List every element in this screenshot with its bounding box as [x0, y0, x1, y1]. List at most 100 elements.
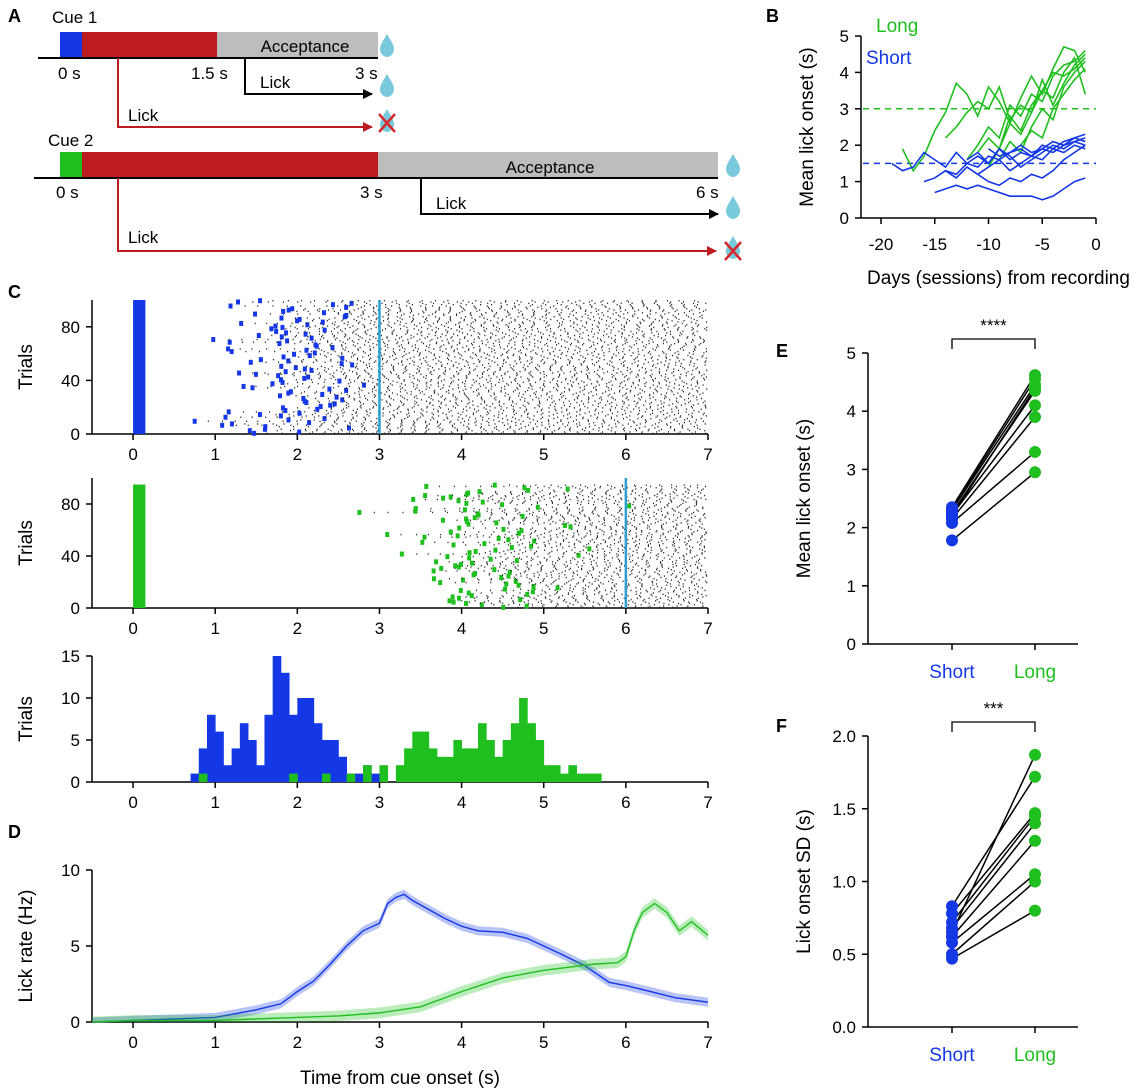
lick-tick [376, 383, 378, 385]
lick-tick [512, 589, 515, 592]
lick-onset-mark [277, 341, 282, 347]
lick-tick [554, 565, 556, 567]
lick-tick [411, 320, 414, 322]
lick-tick [635, 376, 637, 378]
lick-tick [452, 432, 454, 435]
lick-tick [416, 372, 418, 374]
lick-tick [544, 527, 546, 529]
lick-tick [512, 600, 514, 602]
lick-tick [544, 385, 546, 388]
lick-tick [485, 387, 487, 389]
lick-tick [416, 350, 419, 353]
lick-tick [402, 511, 404, 514]
lick-tick [594, 302, 596, 305]
lick-tick [354, 392, 356, 394]
lick-tick [621, 408, 623, 410]
lick-tick [658, 545, 661, 547]
lick-tick [342, 368, 344, 370]
cue-bar [133, 300, 146, 434]
cue2-acceptance-label: Acceptance [506, 158, 595, 177]
lick-tick [501, 320, 503, 322]
lick-tick [486, 404, 488, 406]
lick-tick [564, 583, 566, 585]
lick-tick [478, 579, 480, 581]
lick-tick [595, 308, 597, 310]
lick-tick [430, 384, 432, 386]
lick-tick [632, 601, 634, 603]
lick-tick [478, 498, 480, 501]
lick-tick [456, 329, 458, 331]
lick-tick [356, 408, 358, 410]
lick-tick [622, 580, 624, 583]
lick-tick [590, 312, 592, 314]
lick-tick [648, 428, 650, 431]
lick-tick [612, 321, 614, 323]
lick-onset-mark [327, 386, 332, 392]
lick-tick [686, 383, 688, 385]
lick-tick [318, 317, 320, 319]
lick-tick [489, 553, 491, 555]
lick-tick [666, 299, 668, 302]
lick-tick [563, 415, 565, 417]
lick-tick [332, 375, 334, 377]
lick-tick [376, 431, 378, 433]
lick-tick [416, 384, 418, 386]
lick-tick [307, 310, 309, 313]
lick-tick [502, 417, 504, 420]
lick-onset-mark [516, 530, 521, 536]
lick-tick [488, 375, 490, 377]
lick-tick [526, 431, 528, 433]
panel-label-e: E [776, 341, 788, 361]
lick-tick [657, 404, 659, 406]
lick-tick [534, 334, 536, 337]
lick-tick [565, 561, 567, 563]
lick-onset-mark [229, 421, 234, 427]
lick-tick [623, 427, 625, 429]
lick-tick [459, 507, 461, 510]
lick-tick [595, 393, 598, 396]
lick-tick [443, 399, 445, 401]
lick-tick [691, 407, 693, 409]
lick-tick [598, 429, 600, 432]
lick-tick [497, 364, 499, 366]
lick-tick [691, 524, 693, 527]
lick-tick [585, 575, 587, 577]
lick-tick [558, 498, 560, 501]
lick-tick [575, 520, 577, 523]
lick-tick [486, 413, 488, 416]
lick-tick [408, 341, 410, 343]
lick-tick [339, 356, 341, 358]
lick-tick [667, 567, 670, 570]
lick-tick [512, 354, 514, 357]
lick-tick [630, 411, 632, 413]
lick-tick [295, 395, 297, 397]
lick-tick [704, 589, 706, 592]
lick-tick [366, 302, 368, 305]
lick-tick [395, 338, 397, 341]
lick-tick [544, 596, 546, 598]
lick-tick [308, 332, 310, 334]
lick-tick [643, 404, 645, 406]
lick-tick [477, 541, 479, 544]
lick-tick [362, 424, 364, 426]
lick-tick [605, 563, 607, 566]
lick-tick [697, 427, 699, 429]
lick-tick [486, 420, 488, 422]
lick-tick [307, 387, 309, 389]
lick-tick [651, 424, 653, 426]
lick-tick [610, 544, 612, 546]
lick-tick [561, 381, 563, 384]
lick-tick [552, 581, 554, 584]
lick-tick [448, 354, 450, 357]
lick-tick [683, 421, 685, 424]
lick-tick [598, 515, 600, 518]
lick-tick [470, 342, 473, 345]
lick-tick [443, 379, 445, 381]
lick-tick [595, 506, 597, 508]
lick-tick [499, 368, 501, 370]
lick-tick [643, 598, 645, 601]
lick-tick [630, 330, 632, 333]
lick-tick [669, 399, 671, 401]
lick-tick [675, 485, 678, 488]
lick-tick [578, 341, 580, 343]
